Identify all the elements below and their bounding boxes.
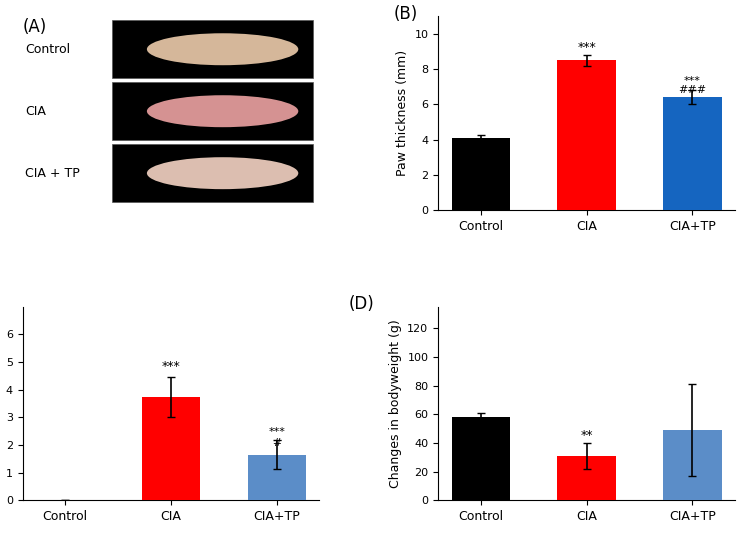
Text: (B): (B) bbox=[394, 5, 418, 23]
FancyBboxPatch shape bbox=[112, 82, 314, 140]
Text: ***: *** bbox=[684, 76, 700, 86]
Text: **: ** bbox=[580, 429, 592, 442]
Bar bbox=[452, 417, 510, 500]
Text: ***: *** bbox=[161, 360, 180, 373]
Bar bbox=[452, 138, 510, 210]
Bar bbox=[663, 430, 722, 500]
Text: Control: Control bbox=[26, 43, 70, 55]
Ellipse shape bbox=[147, 33, 298, 65]
Text: (A): (A) bbox=[22, 18, 46, 36]
Text: ###: ### bbox=[678, 85, 706, 95]
Text: (D): (D) bbox=[349, 295, 375, 313]
Bar bbox=[248, 455, 306, 500]
Bar bbox=[557, 60, 616, 210]
FancyBboxPatch shape bbox=[112, 20, 314, 78]
Text: CIA: CIA bbox=[26, 104, 46, 118]
Bar bbox=[663, 97, 722, 210]
Y-axis label: Paw thickness (mm): Paw thickness (mm) bbox=[396, 50, 409, 176]
Text: ***: *** bbox=[578, 41, 596, 54]
Bar bbox=[557, 456, 616, 500]
Y-axis label: Changes in bodyweight (g): Changes in bodyweight (g) bbox=[388, 319, 402, 488]
Ellipse shape bbox=[147, 157, 298, 189]
Text: #: # bbox=[272, 438, 281, 448]
Ellipse shape bbox=[147, 95, 298, 127]
FancyBboxPatch shape bbox=[112, 144, 314, 202]
Text: CIA + TP: CIA + TP bbox=[26, 166, 80, 180]
Text: ***: *** bbox=[268, 428, 285, 437]
Bar bbox=[142, 397, 200, 500]
